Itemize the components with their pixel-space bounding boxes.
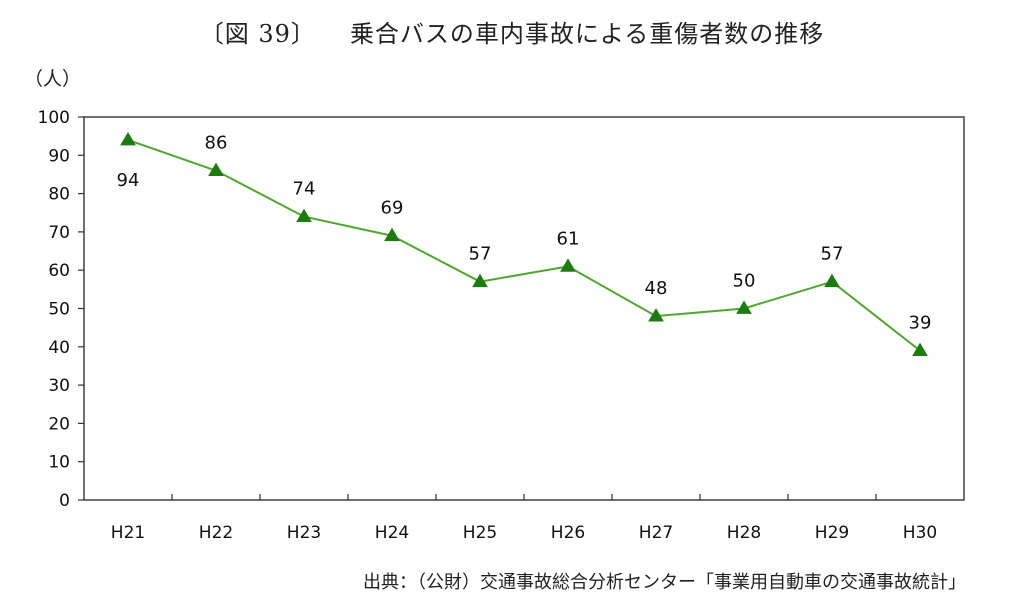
y-tick-label-60: 60: [48, 261, 70, 281]
y-tick-label-100: 100: [38, 108, 70, 128]
figure-number: 〔図 39〕: [199, 20, 316, 48]
y-tick-label-20: 20: [48, 414, 70, 434]
data-label-H24: 69: [381, 198, 404, 219]
y-tick-label-30: 30: [48, 376, 70, 396]
x-tick-label-H21: H21: [111, 523, 145, 543]
data-point-H22: [208, 162, 224, 177]
y-tick-label-10: 10: [48, 453, 70, 473]
chart-title: 〔図 39〕 乗合バスの車内事故による重傷者数の推移: [0, 14, 1024, 49]
x-tick-label-H28: H28: [727, 523, 761, 543]
x-tick-label-H25: H25: [463, 523, 497, 543]
data-label-H25: 57: [469, 244, 492, 265]
data-label-H29: 57: [821, 244, 844, 265]
x-tick-label-H26: H26: [551, 523, 585, 543]
data-label-H27: 48: [645, 278, 668, 299]
y-tick-label-70: 70: [48, 223, 70, 243]
x-tick-label-H29: H29: [815, 523, 849, 543]
y-tick-label-0: 0: [59, 491, 70, 511]
data-point-H30: [912, 342, 928, 357]
data-point-H25: [472, 273, 488, 288]
data-point-H26: [560, 258, 576, 272]
data-label-H26: 61: [557, 228, 580, 249]
data-label-H30: 39: [909, 313, 932, 334]
x-tick-label-H23: H23: [287, 523, 321, 543]
series-line: [127, 139, 921, 352]
data-label-H23: 74: [293, 179, 316, 200]
x-tick-label-H27: H27: [639, 523, 673, 543]
y-tick-label-90: 90: [48, 146, 70, 166]
data-point-H24: [384, 227, 400, 242]
data-point-H29: [824, 273, 840, 288]
chart-title-text: 乗合バスの車内事故による重傷者数の推移: [349, 20, 825, 48]
data-point-H27: [648, 308, 664, 322]
y-tick-label-50: 50: [48, 300, 70, 320]
y-axis-unit-label: （人）: [24, 68, 82, 90]
data-label-H21: 94: [117, 170, 140, 191]
x-tick-label-H24: H24: [375, 523, 409, 543]
data-point-H23: [296, 208, 312, 222]
y-tick-label-80: 80: [48, 185, 70, 205]
source-note: 出典：（公財）交通事故総合分析センター「事業用自動車の交通事故統計」: [363, 572, 966, 593]
data-label-H22: 86: [205, 133, 228, 154]
x-tick-label-H22: H22: [199, 523, 233, 543]
data-point-H21: [120, 131, 136, 146]
y-tick-label-40: 40: [48, 338, 70, 358]
data-label-H28: 50: [733, 271, 756, 292]
x-tick-label-H30: H30: [903, 523, 937, 543]
data-point-H28: [736, 300, 752, 314]
